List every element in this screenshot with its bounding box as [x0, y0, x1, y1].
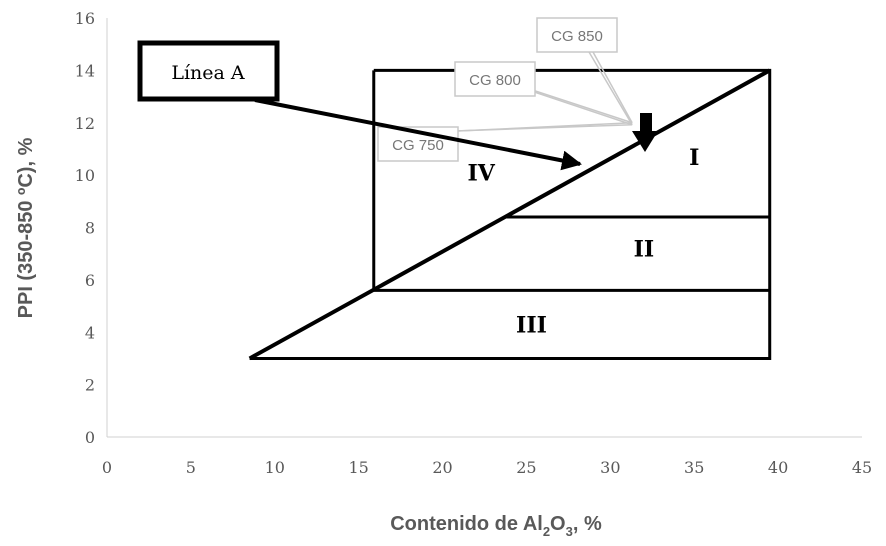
x-tick-label: 35 [684, 458, 704, 477]
x-tick-label: 0 [102, 458, 112, 477]
callout-label: CG 750 [392, 137, 444, 154]
y-ticks: 0 2 4 6 8 10 12 14 16 [75, 9, 95, 447]
callout-leader [588, 51, 633, 126]
x-tick-label: 10 [265, 458, 285, 477]
x-axis-title: Contenido de Al2O3, % [390, 513, 602, 539]
callouts: CG 850 CG 800 CG 750 [377, 17, 633, 162]
diagram-lines [248, 68, 772, 361]
linea-a-arrow [254, 98, 582, 171]
region-label: I [689, 145, 699, 171]
y-tick-label: 6 [85, 271, 95, 290]
y-tick-label: 2 [85, 376, 95, 395]
y-tick-label: 8 [85, 219, 95, 238]
linea-a-box [137, 40, 280, 102]
diagram-outline [249, 68, 772, 360]
down-arrow-marker [632, 113, 658, 152]
y-tick-label: 4 [85, 323, 95, 342]
y-tick-label: 10 [75, 166, 95, 185]
callout-label: CG 850 [551, 28, 603, 45]
region-label: III [516, 312, 547, 338]
x-tick-label: 45 [852, 458, 872, 477]
x-tick-label: 25 [516, 458, 536, 477]
region-label: IV [467, 161, 495, 187]
y-tick-label: 14 [75, 61, 95, 80]
linea-a-diagonal [248, 68, 771, 361]
x-tick-label: 15 [348, 458, 368, 477]
x-tick-label: 20 [432, 458, 452, 477]
x-tick-label: 5 [186, 458, 196, 477]
callout-leader [534, 90, 633, 124]
callout-leader [453, 124, 633, 132]
callout-label: CG 800 [469, 72, 521, 89]
y-tick-label: 16 [75, 9, 95, 28]
callout-leader [592, 51, 633, 124]
y-tick-label: 12 [75, 114, 95, 133]
linea-a-label: Línea A [171, 62, 245, 84]
x-tick-label: 30 [600, 458, 620, 477]
x-tick-label: 40 [768, 458, 788, 477]
region-label: II [634, 236, 655, 262]
x-ticks: 0 5 10 15 20 25 30 35 40 45 [102, 458, 872, 477]
callout-box [454, 61, 536, 97]
callout-leader [530, 90, 633, 126]
y-axis-title: PPI (350-850 ºC), % [15, 137, 37, 318]
y-tick-label: 0 [85, 428, 95, 447]
callout-box [536, 17, 618, 53]
